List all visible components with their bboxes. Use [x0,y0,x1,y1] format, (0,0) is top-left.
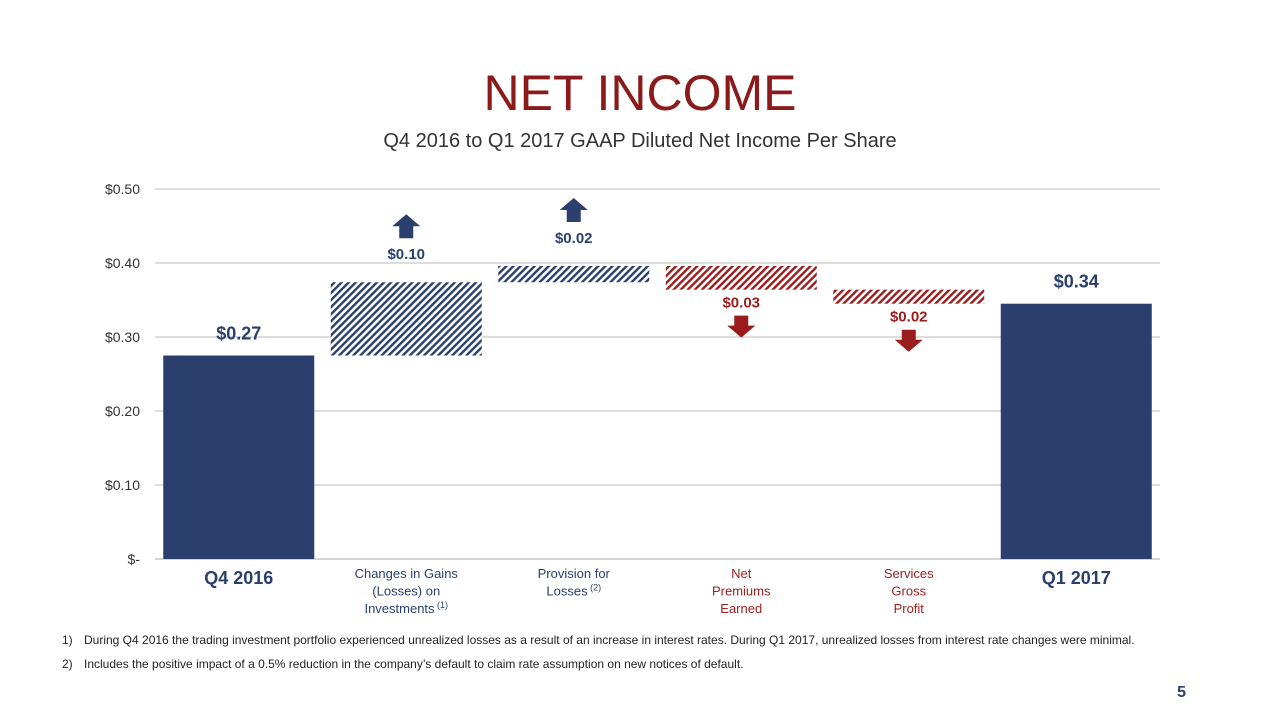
y-tick-label: $0.30 [105,329,140,345]
value-label: $0.02 [555,230,593,247]
bar-increase [330,282,482,356]
bar-decrease [665,265,817,290]
category-label: (Losses) on [372,584,440,599]
category-label: Losses (2) [546,583,601,599]
arrow-up-icon [559,197,588,222]
category-label: Net [731,566,752,581]
bar-increase [498,265,650,283]
page-number: 5 [1177,684,1186,701]
footnote-number: 2) [62,657,73,671]
bar-total [1000,303,1152,559]
category-label: Premiums [712,584,771,599]
value-label: $0.34 [1054,272,1099,292]
y-tick-label: $0.50 [105,181,140,197]
value-label: $0.27 [216,324,261,344]
value-label: $0.10 [387,246,425,263]
category-label: Q1 2017 [1042,568,1111,588]
category-label: Changes in Gains [355,566,459,581]
category-label: Earned [720,601,762,616]
chart-title: Q4 2016 to Q1 2017 GAAP Diluted Net Inco… [383,130,897,152]
footnote-1: 1) During Q4 2016 the trading investment … [62,633,1135,647]
footnote-number: 1) [62,633,73,647]
y-tick-label: $0.40 [105,255,140,271]
footnote-ref: (2) [588,583,602,593]
category-label: Investments (1) [364,600,448,616]
arrow-down-icon [894,329,923,352]
y-tick-label: $- [128,551,141,567]
bar-decrease [833,289,985,304]
category-label: Profit [894,601,925,616]
bar-total [163,355,315,559]
value-label: $0.02 [890,309,928,326]
category-label: Services [884,566,934,581]
value-label: $0.03 [722,295,760,312]
footnote-text: During Q4 2016 the trading investment po… [84,633,1135,647]
page-title: NET INCOME [483,65,797,121]
arrow-up-icon [392,214,421,239]
category-label: Provision for [538,566,611,581]
category-label: Q4 2016 [204,568,273,588]
arrow-down-icon [727,315,756,338]
footnote-text: Includes the positive impact of a 0.5% r… [84,657,744,671]
y-tick-label: $0.10 [105,477,140,493]
category-label: Gross [891,584,926,599]
footnote-ref: (1) [435,600,449,610]
y-tick-label: $0.20 [105,403,140,419]
footnote-2: 2) Includes the positive impact of a 0.5%… [62,657,743,671]
